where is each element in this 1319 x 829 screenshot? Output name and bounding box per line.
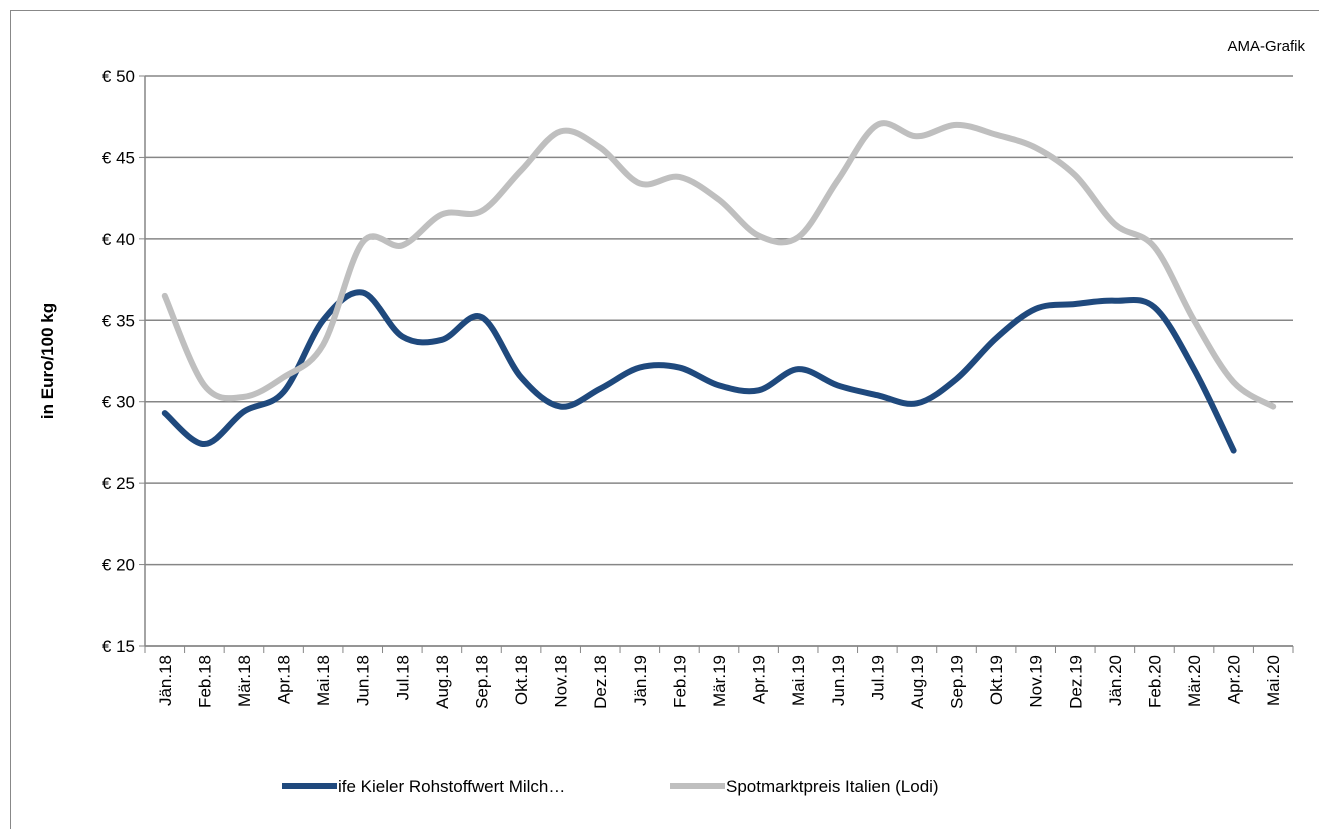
x-tick-label: Jul.19 — [868, 655, 887, 700]
y-tick-label: € 30 — [102, 393, 135, 412]
x-tick-label: Mai.20 — [1264, 655, 1283, 706]
series-line — [161, 120, 1277, 410]
legend-label: ife Kieler Rohstoffwert Milch… — [338, 777, 565, 796]
x-tick-label: Mär.19 — [710, 655, 729, 707]
x-tick-label: Feb.19 — [670, 655, 689, 708]
x-tick-label: Jän.20 — [1106, 655, 1125, 706]
x-tick-label: Aug.19 — [908, 655, 927, 709]
x-tick-label: Jän.18 — [156, 655, 175, 706]
x-tick-label: Feb.18 — [195, 655, 214, 708]
x-tick-label: Jän.19 — [631, 655, 650, 706]
y-tick-label: € 45 — [102, 148, 135, 167]
x-tick-label: Aug.18 — [433, 655, 452, 709]
x-tick-label: Mai.19 — [789, 655, 808, 706]
annotation: AMA-Grafik — [1227, 38, 1305, 55]
x-tick-label: Jun.18 — [354, 655, 373, 706]
x-tick-label: Okt.19 — [987, 655, 1006, 705]
y-tick-label: € 15 — [102, 637, 135, 656]
x-tick-label: Mär.18 — [235, 655, 254, 707]
x-tick-label: Sep.18 — [472, 655, 491, 709]
chart-frame — [10, 10, 1319, 829]
legend-label: Spotmarktpreis Italien (Lodi) — [726, 777, 939, 796]
y-tick-label: € 25 — [102, 474, 135, 493]
y-axis-label: in Euro/100 kg — [38, 303, 57, 419]
x-tick-label: Dez.19 — [1066, 655, 1085, 709]
x-tick-label: Jun.19 — [829, 655, 848, 706]
x-tick-label: Mär.20 — [1185, 655, 1204, 707]
x-tick-label: Dez.18 — [591, 655, 610, 709]
x-tick-label: Nov.19 — [1027, 655, 1046, 708]
y-tick-label: € 20 — [102, 556, 135, 575]
x-tick-label: Apr.20 — [1225, 655, 1244, 704]
x-tick-label: Mai.18 — [314, 655, 333, 706]
x-tick-label: Sep.19 — [948, 655, 967, 709]
x-tick-label: Apr.19 — [750, 655, 769, 704]
x-tick-label: Jul.18 — [393, 655, 412, 700]
y-tick-label: € 35 — [102, 311, 135, 330]
x-tick-label: Feb.20 — [1145, 655, 1164, 708]
x-tick-label: Nov.18 — [552, 655, 571, 708]
y-tick-label: € 40 — [102, 230, 135, 249]
x-tick-label: Okt.18 — [512, 655, 531, 705]
y-tick-label: € 50 — [102, 67, 135, 86]
x-tick-label: Apr.18 — [275, 655, 294, 704]
